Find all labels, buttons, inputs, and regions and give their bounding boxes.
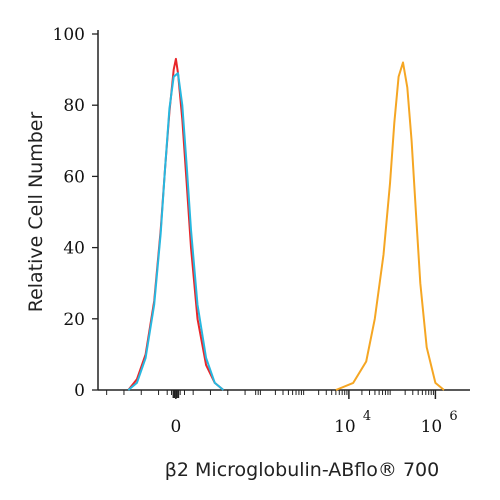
y-tick-label: 100 [53,25,85,45]
x-tick-exponent: 4 [363,409,371,424]
histogram-curve-2 [127,72,225,391]
x-tick-label: 10 [421,417,443,437]
y-tick-label: 40 [63,239,85,259]
y-tick-label: 0 [74,381,85,401]
histogram-curve-1 [127,57,225,391]
x-tick-exponent: 6 [449,409,457,424]
histogram-curve-3 [335,61,445,391]
y-tick-label: 60 [63,167,85,187]
x-tick-label: 10 [334,417,356,437]
y-tick-label: 20 [63,310,85,330]
y-tick-label: 80 [63,96,85,116]
x-axis-title: β2 Microglobulin-ABflo® 700 [165,459,439,481]
y-axis-title: Relative Cell Number [25,112,47,313]
x-tick-label: 0 [170,417,181,437]
